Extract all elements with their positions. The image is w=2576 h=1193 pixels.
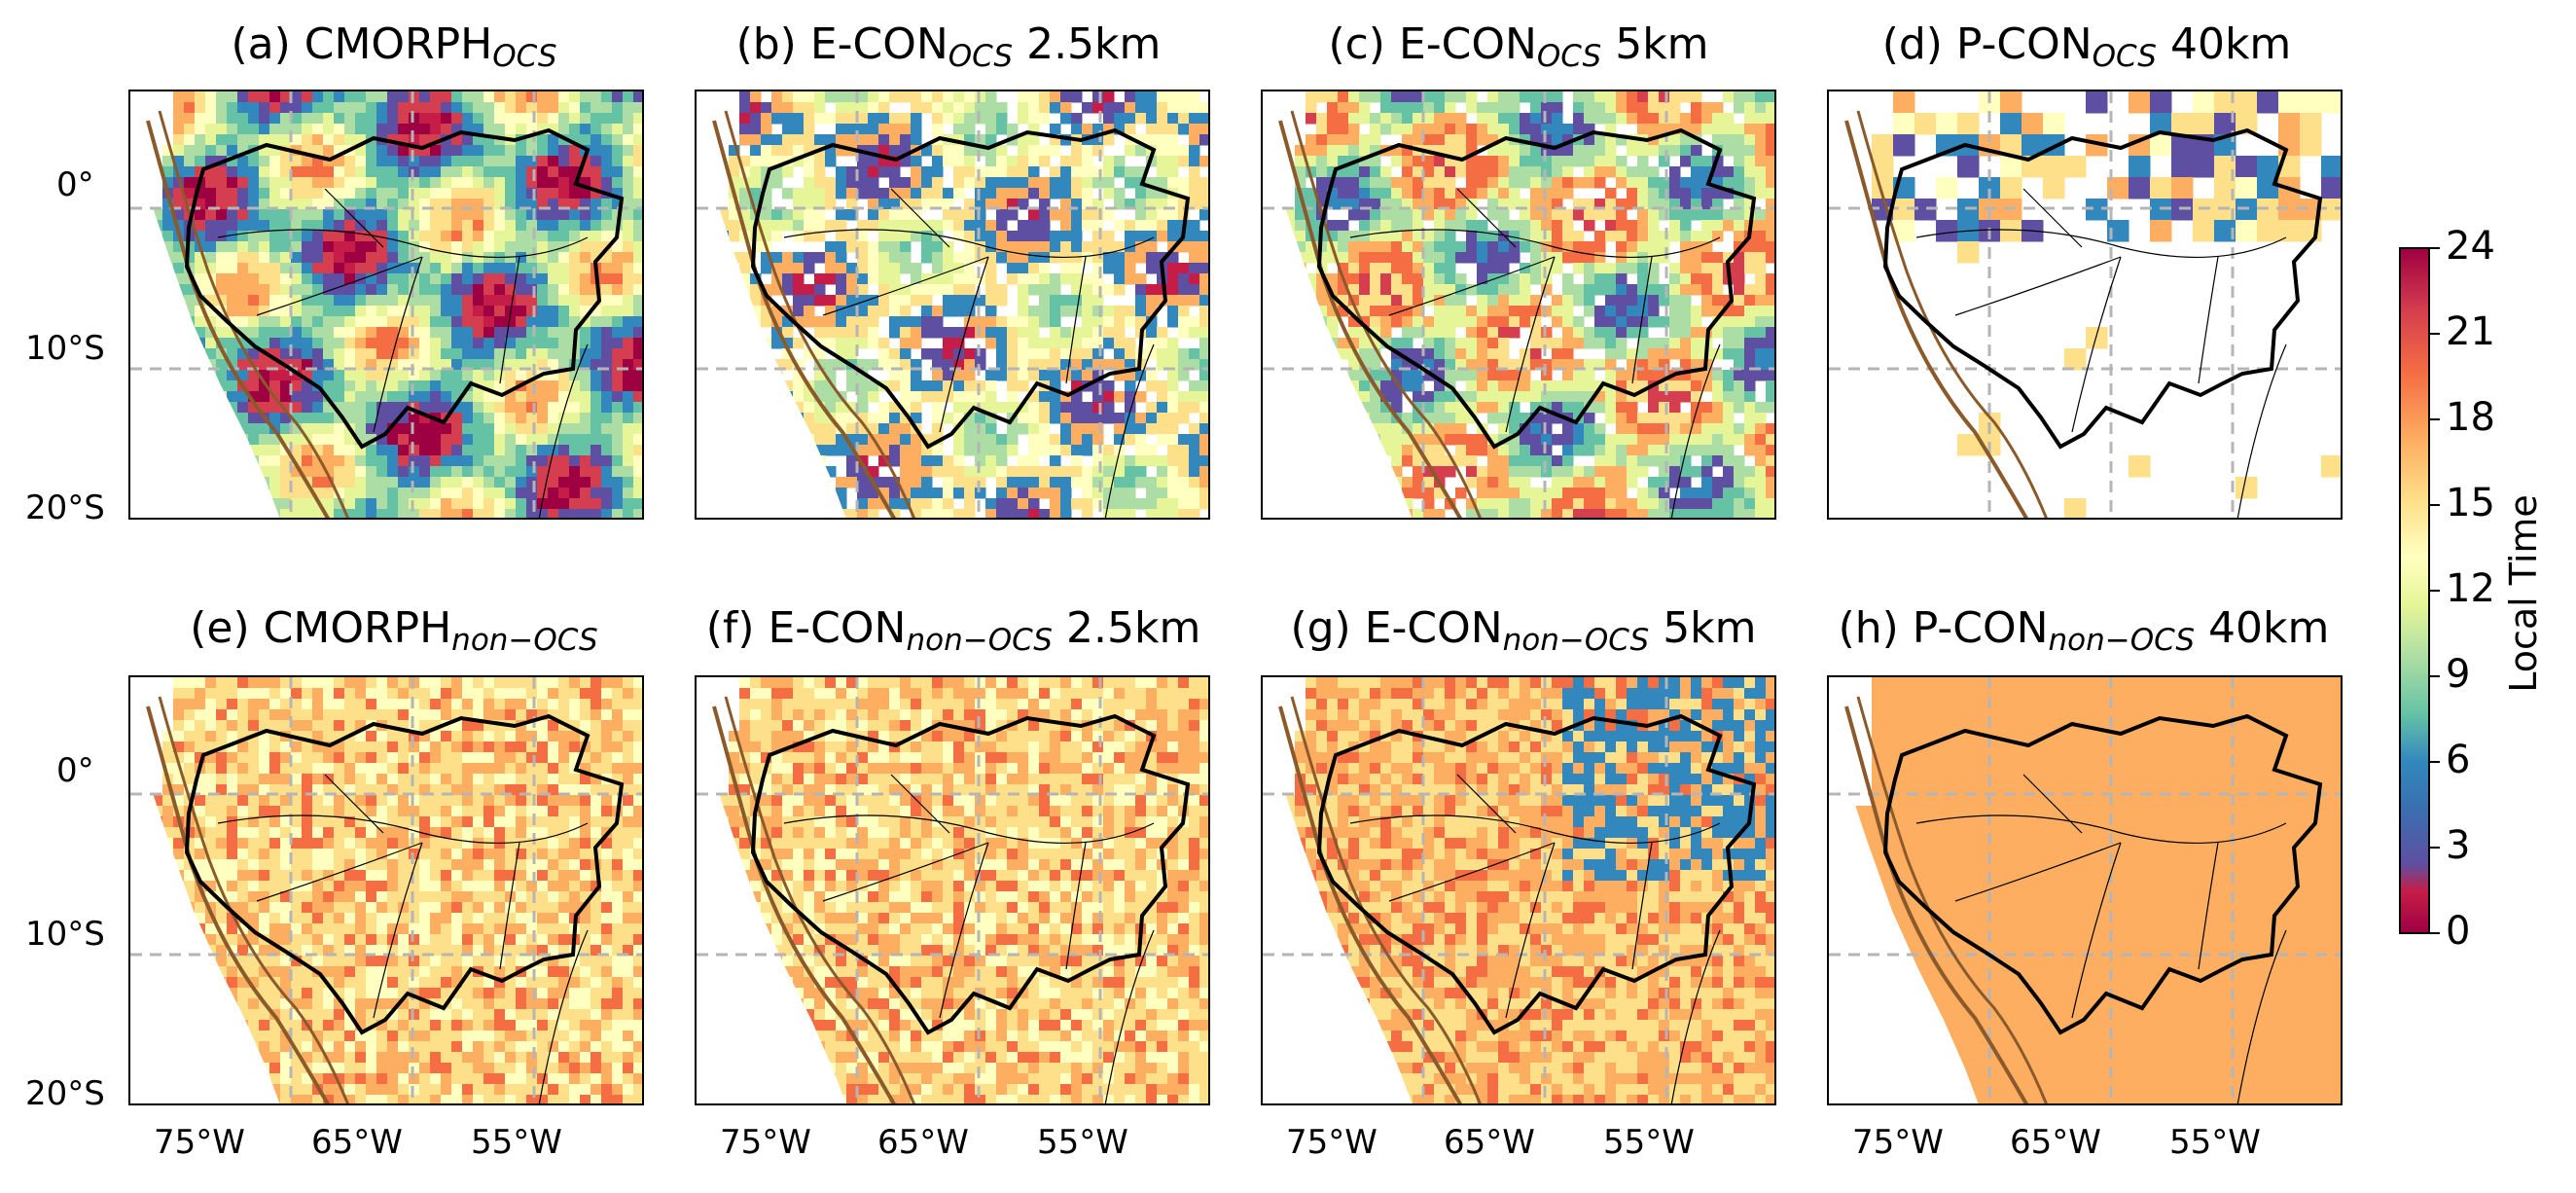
map-panel-c [1261, 90, 1776, 520]
cbar-mark-9 [2430, 675, 2440, 677]
cbar-tick-9: 9 [2446, 652, 2471, 697]
cbar-mark-24 [2430, 247, 2440, 249]
cbar-mark-18 [2430, 418, 2440, 420]
cbar-mark-6 [2430, 761, 2440, 763]
lat-tick-20s-bottom: 20°S [25, 1074, 105, 1113]
map-svg-f [697, 677, 1208, 1103]
panel-title-b: (b) E-CONOCS 2.5km [735, 19, 1162, 74]
lon-tick-75w-e: 75°W [154, 1123, 245, 1162]
map-svg-h [1829, 677, 2341, 1103]
lon-tick-55w-e: 55°W [471, 1123, 562, 1162]
map-panel-d [1827, 90, 2343, 520]
panel-title-h: (h) P-CONnon−OCS 40km [1838, 603, 2330, 658]
map-svg-e [130, 677, 642, 1103]
lon-tick-55w-f: 55°W [1037, 1123, 1128, 1162]
map-svg-a [130, 91, 642, 518]
map-panel-b [695, 90, 1210, 520]
map-panel-f [695, 675, 1210, 1105]
lon-tick-75w-f: 75°W [720, 1123, 811, 1162]
map-svg-g [1263, 677, 1774, 1103]
cbar-tick-15: 15 [2446, 481, 2495, 525]
cbar-mark-21 [2430, 333, 2440, 335]
panel-title-e: (e) CMORPHnon−OCS [190, 603, 598, 658]
lat-tick-20s-top: 20°S [25, 488, 105, 527]
map-svg-d [1829, 91, 2341, 518]
map-svg-b [697, 91, 1208, 518]
lon-tick-65w-g: 65°W [1444, 1123, 1535, 1162]
cbar-tick-12: 12 [2446, 566, 2495, 611]
cbar-tick-24: 24 [2446, 224, 2495, 269]
colorbar-label: Local Time [2502, 494, 2545, 693]
lon-tick-65w-h: 65°W [2010, 1123, 2101, 1162]
lon-tick-75w-h: 75°W [1852, 1123, 1944, 1162]
map-panel-e [128, 675, 644, 1105]
panel-title-a: (a) CMORPHOCS [231, 19, 557, 74]
cbar-mark-0 [2430, 932, 2440, 934]
lon-tick-75w-g: 75°W [1286, 1123, 1377, 1162]
lat-tick-10s-bottom: 10°S [25, 915, 105, 954]
map-panel-a [128, 90, 644, 520]
panel-title-f: (f) E-CONnon−OCS 2.5km [705, 603, 1201, 658]
cbar-mark-15 [2430, 504, 2440, 506]
panel-title-d: (d) P-CONOCS 40km [1881, 19, 2292, 74]
map-panel-g [1261, 675, 1776, 1105]
cbar-tick-21: 21 [2446, 309, 2495, 354]
cbar-mark-12 [2430, 590, 2440, 592]
cbar-tick-0: 0 [2446, 909, 2471, 954]
cbar-tick-18: 18 [2446, 395, 2495, 440]
lat-tick-0-top: 0° [56, 165, 94, 204]
lon-tick-55w-h: 55°W [2169, 1123, 2261, 1162]
map-svg-c [1263, 91, 1774, 518]
lon-tick-65w-f: 65°W [877, 1123, 969, 1162]
cbar-tick-3: 3 [2446, 823, 2471, 868]
lat-tick-0-bottom: 0° [56, 751, 94, 790]
cbar-mark-3 [2430, 847, 2440, 849]
colorbar [2399, 247, 2430, 934]
cbar-tick-6: 6 [2446, 738, 2471, 782]
lon-tick-55w-g: 55°W [1603, 1123, 1695, 1162]
panel-title-g: (g) E-CONnon−OCS 5km [1290, 603, 1757, 658]
map-panel-h [1827, 675, 2343, 1105]
panel-title-c: (c) E-CONOCS 5km [1328, 19, 1709, 74]
lat-tick-10s-top: 10°S [25, 329, 105, 368]
lon-tick-65w-e: 65°W [311, 1123, 403, 1162]
